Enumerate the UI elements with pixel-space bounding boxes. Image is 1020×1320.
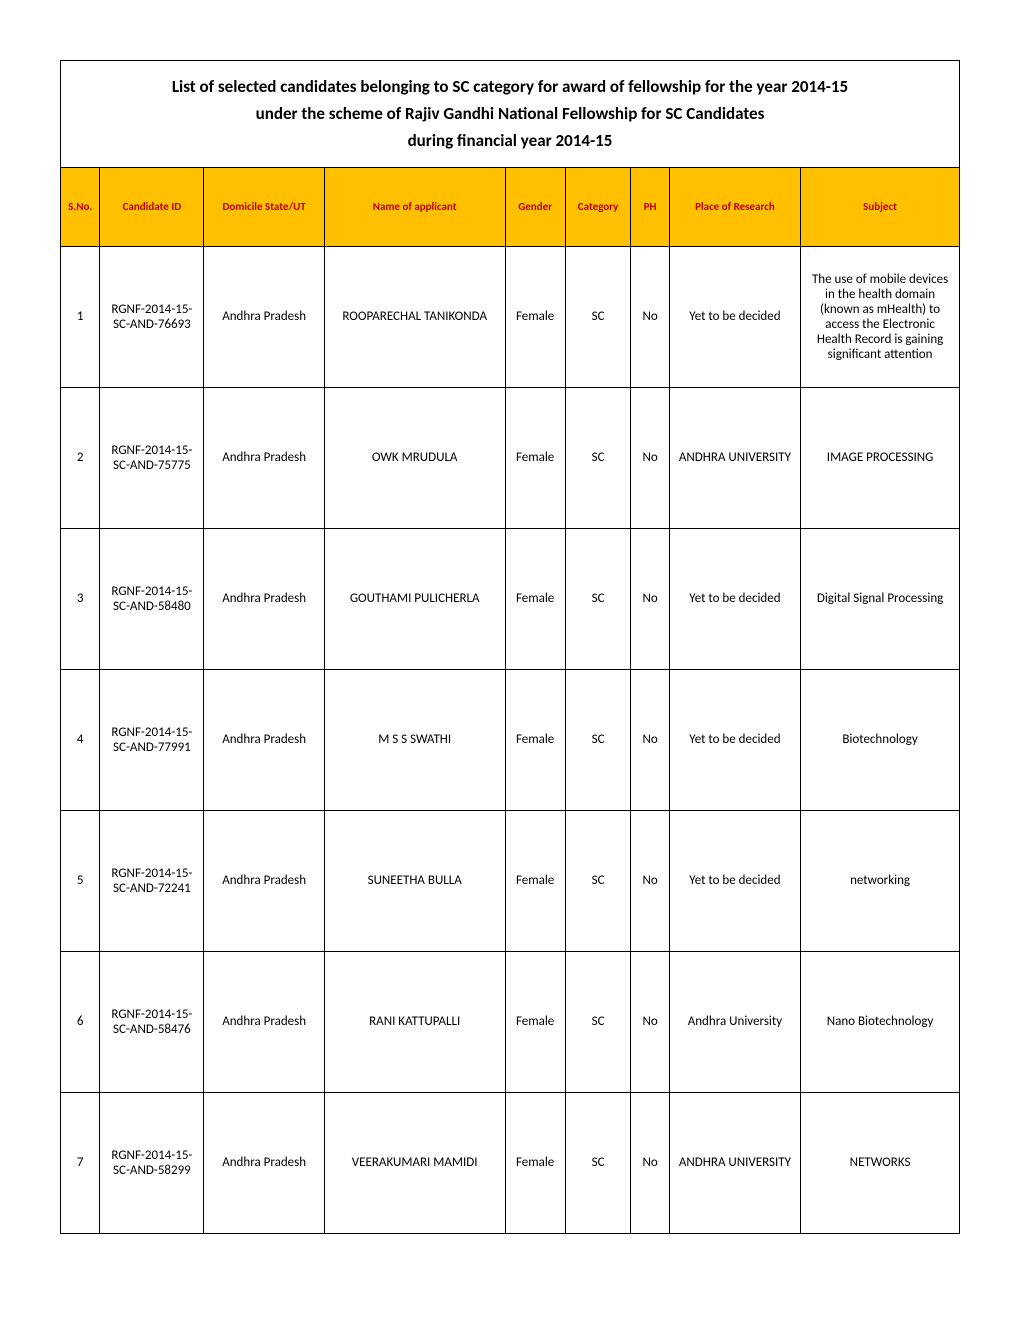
cell-sub: NETWORKS	[801, 1092, 960, 1233]
cell-sno: 1	[61, 246, 100, 387]
table-row: 4RGNF-2014-15-SC-AND-77991Andhra Pradesh…	[61, 669, 960, 810]
cell-gen: Female	[505, 528, 565, 669]
cell-ph: No	[631, 810, 669, 951]
cell-ph: No	[631, 528, 669, 669]
cell-name: GOUTHAMI PULICHERLA	[324, 528, 505, 669]
cell-sub: Digital Signal Processing	[801, 528, 960, 669]
cell-dom: Andhra Pradesh	[204, 810, 324, 951]
cell-cat: SC	[565, 246, 631, 387]
col-header-ph: PH	[631, 167, 669, 246]
cell-name: ROOPARECHAL TANIKONDA	[324, 246, 505, 387]
cell-ph: No	[631, 951, 669, 1092]
cell-name: VEERAKUMARI MAMIDI	[324, 1092, 505, 1233]
cell-cat: SC	[565, 669, 631, 810]
cell-name: OWK MRUDULA	[324, 387, 505, 528]
cell-cid: RGNF-2014-15-SC-AND-72241	[100, 810, 204, 951]
cell-cat: SC	[565, 1092, 631, 1233]
cell-dom: Andhra Pradesh	[204, 528, 324, 669]
cell-sub: Nano Biotechnology	[801, 951, 960, 1092]
candidates-table: List of selected candidates belonging to…	[60, 60, 960, 1234]
cell-ph: No	[631, 387, 669, 528]
title-line-3: during financial year 2014-15	[408, 130, 613, 151]
table-row: 3RGNF-2014-15-SC-AND-58480Andhra Pradesh…	[61, 528, 960, 669]
cell-cid: RGNF-2014-15-SC-AND-77991	[100, 669, 204, 810]
cell-cid: RGNF-2014-15-SC-AND-58480	[100, 528, 204, 669]
col-header-dom: Domicile State/UT	[204, 167, 324, 246]
cell-dom: Andhra Pradesh	[204, 951, 324, 1092]
cell-place: Yet to be decided	[669, 810, 800, 951]
cell-sno: 7	[61, 1092, 100, 1233]
cell-sno: 5	[61, 810, 100, 951]
cell-gen: Female	[505, 951, 565, 1092]
document-title: List of selected candidates belonging to…	[61, 61, 960, 168]
cell-ph: No	[631, 246, 669, 387]
cell-ph: No	[631, 1092, 669, 1233]
table-row: 2RGNF-2014-15-SC-AND-75775Andhra Pradesh…	[61, 387, 960, 528]
cell-cid: RGNF-2014-15-SC-AND-58299	[100, 1092, 204, 1233]
cell-dom: Andhra Pradesh	[204, 1092, 324, 1233]
cell-sub: networking	[801, 810, 960, 951]
col-header-cid: Candidate ID	[100, 167, 204, 246]
col-header-sub: Subject	[801, 167, 960, 246]
cell-cat: SC	[565, 528, 631, 669]
cell-sub: IMAGE PROCESSING	[801, 387, 960, 528]
cell-place: Yet to be decided	[669, 528, 800, 669]
table-body: 1RGNF-2014-15-SC-AND-76693Andhra Pradesh…	[61, 246, 960, 1233]
cell-place: Yet to be decided	[669, 246, 800, 387]
cell-gen: Female	[505, 1092, 565, 1233]
cell-dom: Andhra Pradesh	[204, 387, 324, 528]
cell-cid: RGNF-2014-15-SC-AND-76693	[100, 246, 204, 387]
cell-ph: No	[631, 669, 669, 810]
cell-sub: The use of mobile devices in the health …	[801, 246, 960, 387]
col-header-gen: Gender	[505, 167, 565, 246]
cell-gen: Female	[505, 387, 565, 528]
table-row: 7RGNF-2014-15-SC-AND-58299Andhra Pradesh…	[61, 1092, 960, 1233]
cell-gen: Female	[505, 669, 565, 810]
cell-sno: 2	[61, 387, 100, 528]
cell-cat: SC	[565, 810, 631, 951]
cell-dom: Andhra Pradesh	[204, 246, 324, 387]
cell-place: ANDHRA UNIVERSITY	[669, 387, 800, 528]
table-row: 6RGNF-2014-15-SC-AND-58476Andhra Pradesh…	[61, 951, 960, 1092]
cell-cid: RGNF-2014-15-SC-AND-58476	[100, 951, 204, 1092]
cell-sno: 4	[61, 669, 100, 810]
table-row: 1RGNF-2014-15-SC-AND-76693Andhra Pradesh…	[61, 246, 960, 387]
cell-name: RANI KATTUPALLI	[324, 951, 505, 1092]
cell-gen: Female	[505, 810, 565, 951]
col-header-cat: Category	[565, 167, 631, 246]
col-header-sno: S.No.	[61, 167, 100, 246]
cell-gen: Female	[505, 246, 565, 387]
cell-place: Yet to be decided	[669, 669, 800, 810]
document-page: List of selected candidates belonging to…	[60, 60, 960, 1234]
cell-name: SUNEETHA BULLA	[324, 810, 505, 951]
cell-cat: SC	[565, 387, 631, 528]
table-row: 5RGNF-2014-15-SC-AND-72241Andhra Pradesh…	[61, 810, 960, 951]
cell-place: Andhra University	[669, 951, 800, 1092]
col-header-name: Name of applicant	[324, 167, 505, 246]
cell-place: ANDHRA UNIVERSITY	[669, 1092, 800, 1233]
title-row: List of selected candidates belonging to…	[61, 61, 960, 168]
cell-sno: 3	[61, 528, 100, 669]
title-line-1: List of selected candidates belonging to…	[172, 76, 848, 97]
title-line-2: under the scheme of Rajiv Gandhi Nationa…	[256, 103, 765, 124]
cell-sno: 6	[61, 951, 100, 1092]
cell-sub: Biotechnology	[801, 669, 960, 810]
cell-cid: RGNF-2014-15-SC-AND-75775	[100, 387, 204, 528]
cell-name: M S S SWATHI	[324, 669, 505, 810]
cell-cat: SC	[565, 951, 631, 1092]
header-row: S.No. Candidate ID Domicile State/UT Nam…	[61, 167, 960, 246]
cell-dom: Andhra Pradesh	[204, 669, 324, 810]
col-header-place: Place of Research	[669, 167, 800, 246]
